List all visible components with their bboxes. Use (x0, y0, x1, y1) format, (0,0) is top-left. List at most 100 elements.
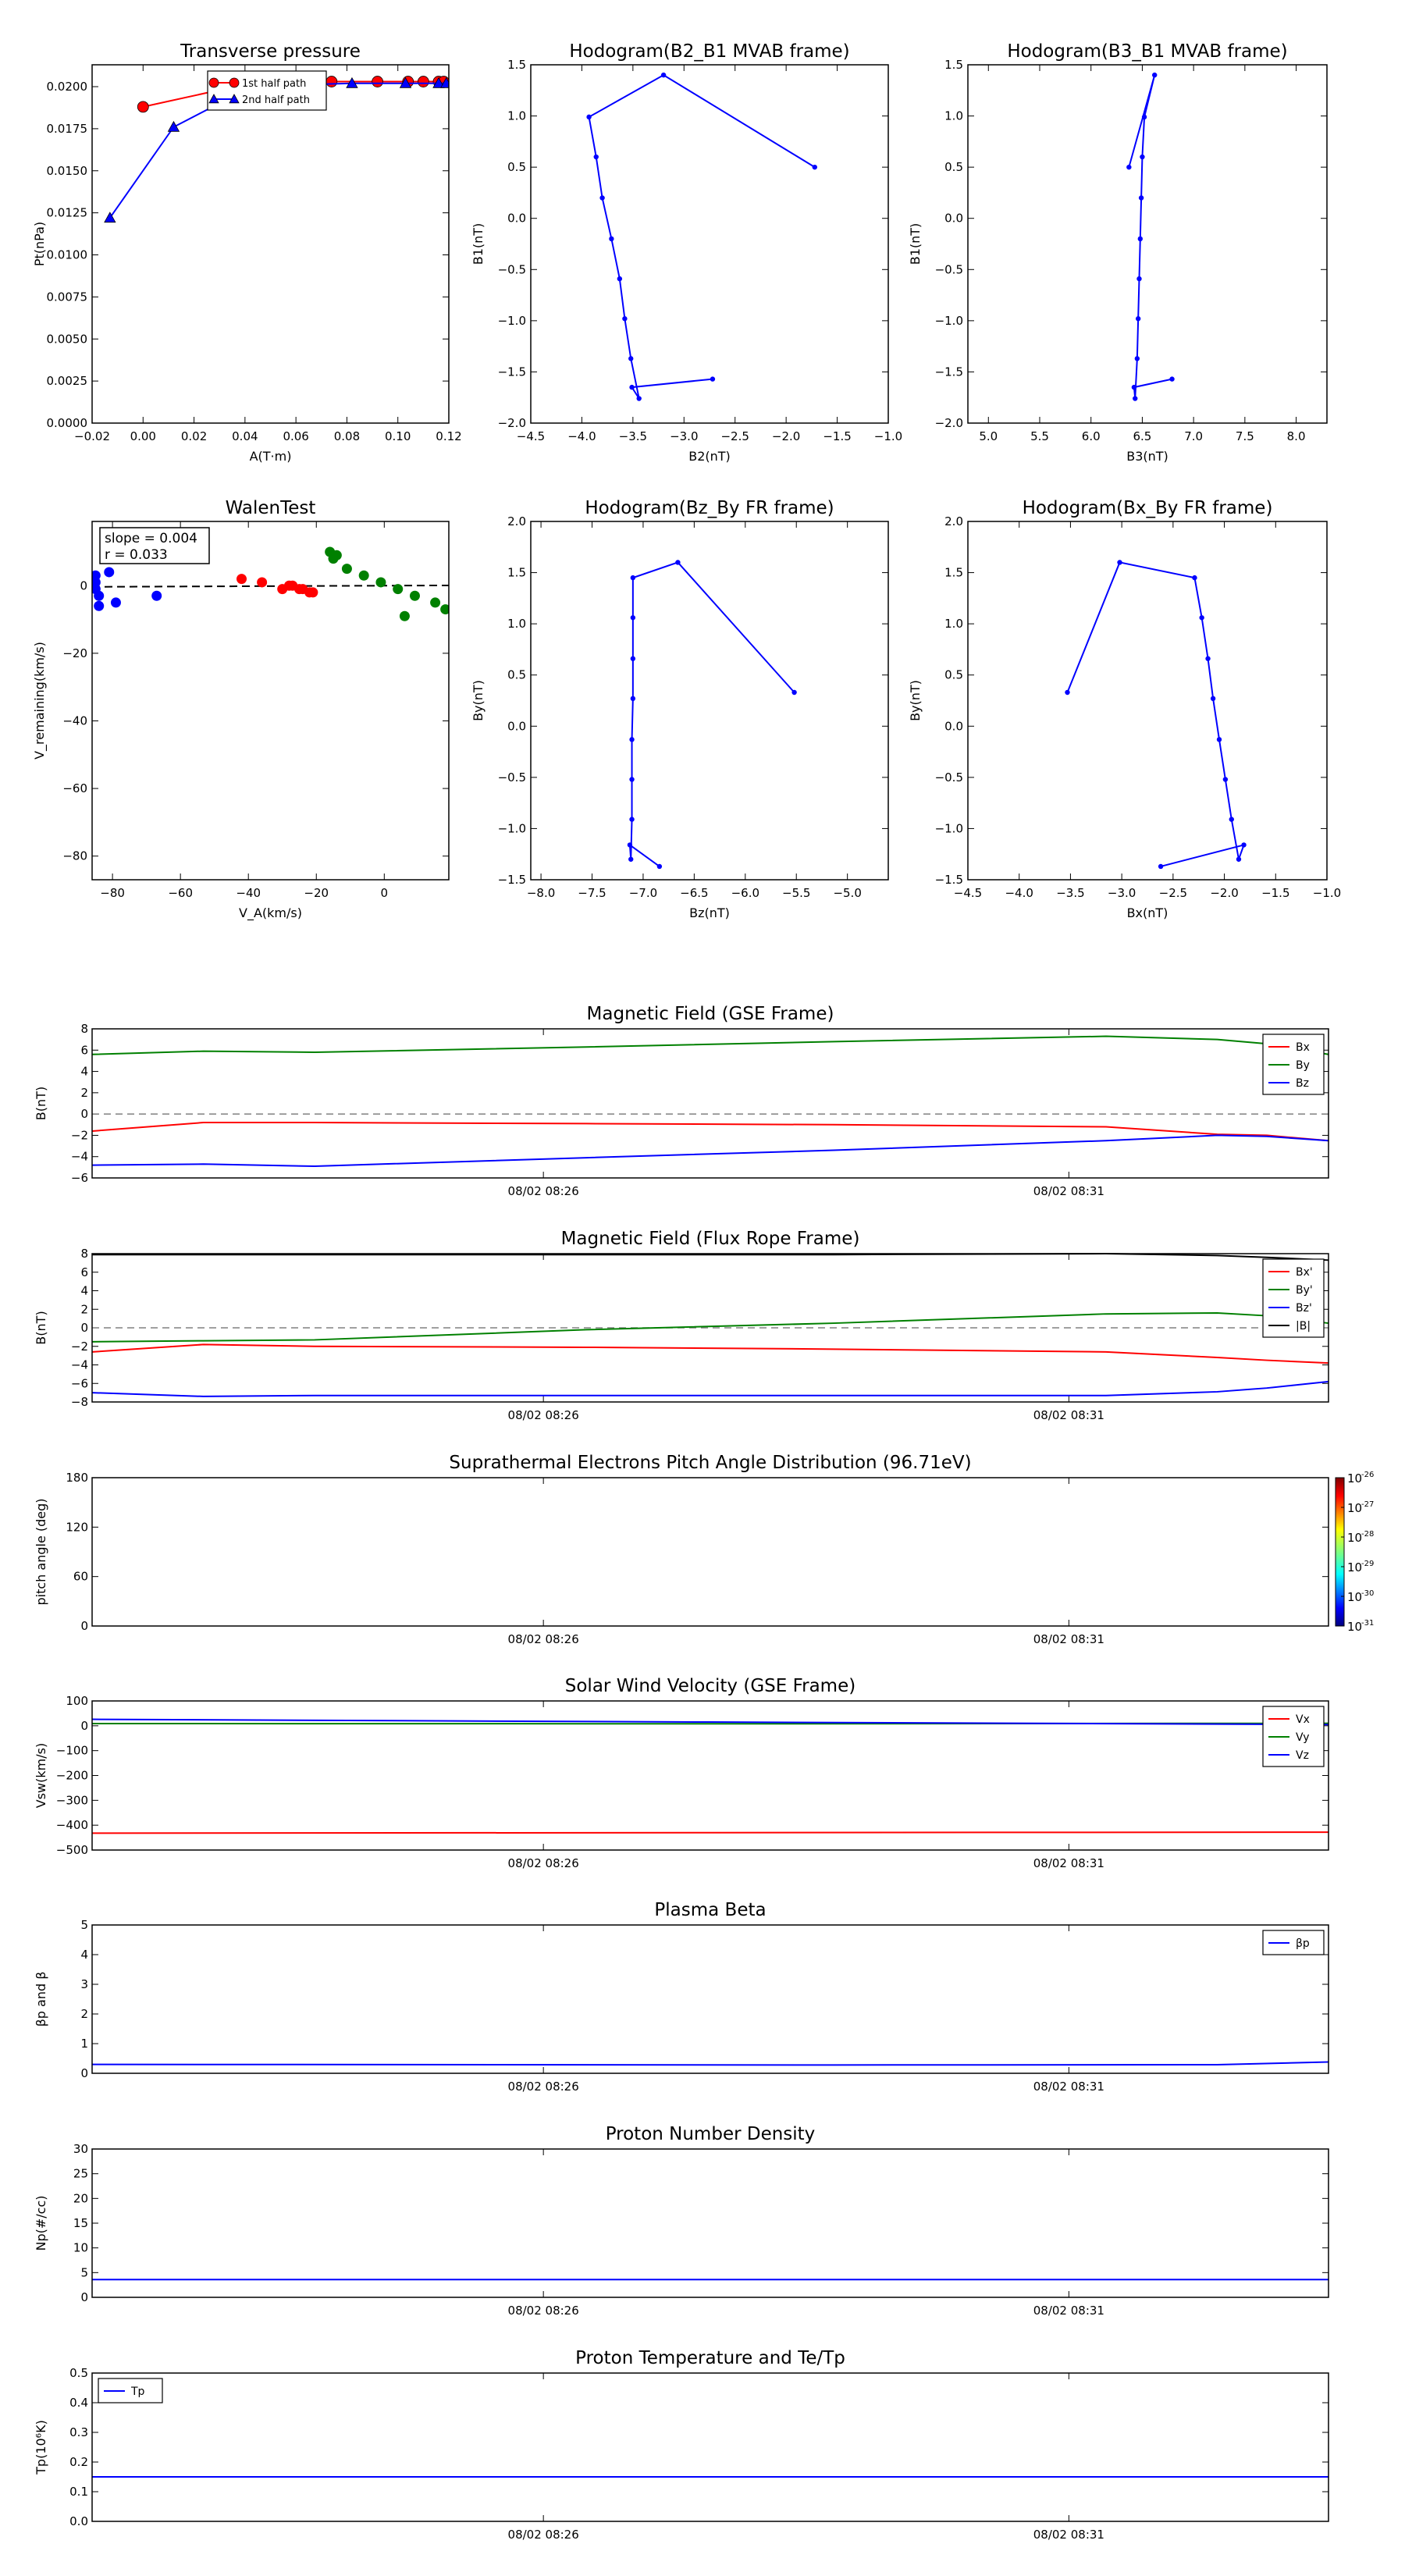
time-tick-label: 08/02 08:26 (508, 2304, 579, 2318)
data-point (325, 76, 338, 87)
data-point (627, 842, 633, 848)
data-point (660, 72, 667, 78)
legend-label: Bx' (1296, 1266, 1313, 1279)
data-point (257, 577, 268, 588)
data-point (609, 236, 614, 242)
legend-box (207, 70, 327, 111)
time-tick-label: 08/02 08:31 (1033, 1184, 1104, 1198)
annotation-text: r = 0.033 (105, 547, 168, 563)
legend-label: 2nd half path (242, 94, 310, 106)
data-point (1065, 689, 1070, 696)
colorbar-label: 10 (1347, 1471, 1362, 1485)
data-point (1216, 737, 1222, 742)
x-tick-label: −2.5 (720, 429, 749, 443)
annotation-box (99, 527, 210, 564)
series-line-Vz (91, 1718, 1329, 1726)
data-point (1152, 72, 1158, 78)
y-tick-label: 0.0125 (47, 206, 88, 220)
legend: Bx By Bz (1262, 1034, 1325, 1095)
series-line (588, 73, 816, 400)
x-tick-label: −2.5 (1159, 886, 1187, 900)
data-point (1138, 195, 1144, 201)
data-point (630, 575, 636, 581)
x-tick-label: 0.08 (334, 429, 360, 443)
colorbar-label: 10 (1347, 1590, 1362, 1604)
y-axis-label: B(nT) (34, 1087, 48, 1120)
data-point (1236, 856, 1242, 862)
y-tick-label: 0.2 (69, 2455, 88, 2469)
y-tick-label: −60 (62, 781, 87, 795)
y-axis-label: B1(nT) (471, 223, 486, 265)
data-point (104, 567, 115, 578)
y-tick-label: 2 (80, 2007, 88, 2021)
y-tick-label: −2 (71, 1128, 88, 1142)
y-tick-label: 15 (73, 2216, 88, 2230)
data-point (409, 590, 420, 601)
colorbar-label: 10 (1347, 1560, 1362, 1574)
data-point (1205, 656, 1211, 661)
data-point (1133, 396, 1138, 401)
y-tick-label: −1.0 (935, 821, 963, 835)
plot-frame (91, 2372, 1329, 2522)
x-tick-label: −3.0 (1108, 886, 1136, 900)
data-point (675, 560, 681, 565)
panel-title: Hodogram(Bz_By FR frame) (585, 498, 834, 518)
y-tick-label: 0.0025 (47, 374, 88, 388)
y-tick-label: 25 (73, 2167, 88, 2181)
plot-frame (91, 1253, 1329, 1403)
series-line-Vx (91, 1831, 1329, 1834)
x-tick-label: −1.0 (874, 429, 902, 443)
panel-title: Magnetic Field (Flux Rope Frame) (561, 1229, 860, 1249)
plot-frame (91, 1477, 1329, 1627)
data-point (346, 76, 358, 88)
data-point (1229, 817, 1234, 822)
legend: Tp (98, 2378, 163, 2403)
data-point (628, 856, 634, 862)
series-line-|B| (92, 1252, 1329, 1261)
hodo_b2_b1-panel: Hodogram(B2_B1 MVAB frame) −4.5 −4.0 −3.5 −3… (471, 41, 902, 464)
data-point (628, 356, 634, 361)
y-tick-label: 6 (80, 1043, 88, 1057)
y-tick-label: 1.0 (944, 617, 963, 631)
time-tick-label: 08/02 08:31 (1033, 2080, 1104, 2094)
hodo_bz_by-panel: Hodogram(Bz_By FR frame) −8.0 −7.5 −7.0 −6.5… (471, 498, 889, 920)
data-point (617, 276, 623, 282)
y-tick-label: −40 (62, 713, 87, 728)
x-tick-label: 6.5 (1133, 429, 1151, 443)
colorbar-exponent: -31 (1361, 1619, 1374, 1628)
data-point (1117, 560, 1122, 565)
y-tick-label: 0.0 (69, 2514, 88, 2528)
data-point (430, 597, 441, 608)
y-tick-label: 1.5 (944, 58, 963, 72)
colorbar (1335, 1477, 1345, 1627)
time-tick-label: 08/02 08:31 (1033, 2528, 1104, 2542)
plot-frame (91, 2148, 1329, 2298)
y-tick-label: 1.5 (507, 58, 526, 72)
x-axis-label: Bz(nT) (689, 906, 730, 920)
y-tick-label: −0.5 (498, 770, 526, 785)
legend-marker (229, 94, 240, 104)
vsw-panel: Solar Wind Velocity (GSE Frame) −500 −400 −… (34, 1676, 1329, 1870)
data-point (629, 384, 635, 390)
x-tick-label: −5.5 (782, 886, 810, 900)
plot-frame (91, 521, 450, 881)
x-tick-label: 7.5 (1236, 429, 1254, 443)
time-tick-label: 08/02 08:31 (1033, 1632, 1104, 1646)
series-line (628, 561, 795, 867)
y-tick-label: 0.0100 (47, 248, 88, 262)
x-tick-label: 0.12 (436, 429, 461, 443)
y-tick-label: −0.5 (935, 770, 963, 785)
y-tick-label: −4 (71, 1358, 88, 1372)
colorbar-exponent: -29 (1361, 1560, 1374, 1568)
x-tick-label: −1.5 (823, 429, 851, 443)
legend-label: Tp (130, 2386, 145, 2398)
y-tick-label: 4 (80, 1284, 88, 1298)
x-tick-label: 0.06 (283, 429, 308, 443)
y-tick-label: 0.5 (507, 668, 526, 682)
y-tick-label: 1.5 (507, 566, 526, 580)
data-point (586, 114, 592, 120)
y-tick-label: −300 (56, 1793, 88, 1807)
series-line-Bx (91, 1122, 1329, 1142)
series-line-Bx' (91, 1343, 1329, 1364)
y-tick-label: 0 (80, 1719, 88, 1733)
